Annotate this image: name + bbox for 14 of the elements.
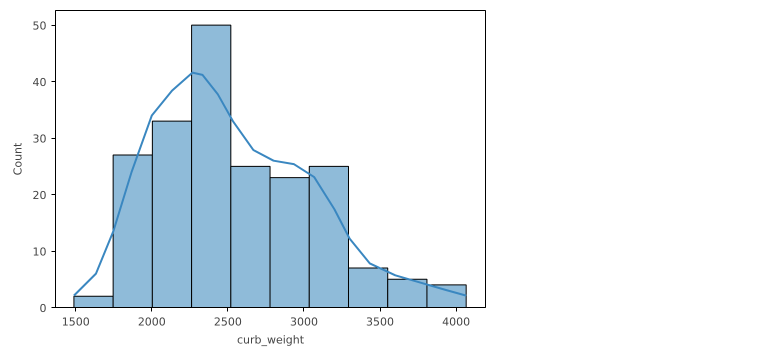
x-tick-label: 1500 <box>62 316 90 328</box>
x-tick-label: 3500 <box>366 316 394 328</box>
x-tick-label: 3000 <box>290 316 318 328</box>
x-tick-label: 4000 <box>442 316 470 328</box>
y-axis-title: Count <box>12 142 25 176</box>
y-tick-label: 10 <box>32 246 47 259</box>
y-tick-label: 50 <box>32 20 47 33</box>
x-tick-label: 2000 <box>138 316 166 328</box>
y-tick-label: 0 <box>40 302 46 315</box>
y-tick-label: 40 <box>32 76 47 90</box>
x-axis-title: curb_weight <box>236 334 305 346</box>
y-tick-label: 30 <box>32 132 47 146</box>
y-tick-label: 20 <box>32 189 47 202</box>
x-tick-label: 2500 <box>214 316 242 328</box>
